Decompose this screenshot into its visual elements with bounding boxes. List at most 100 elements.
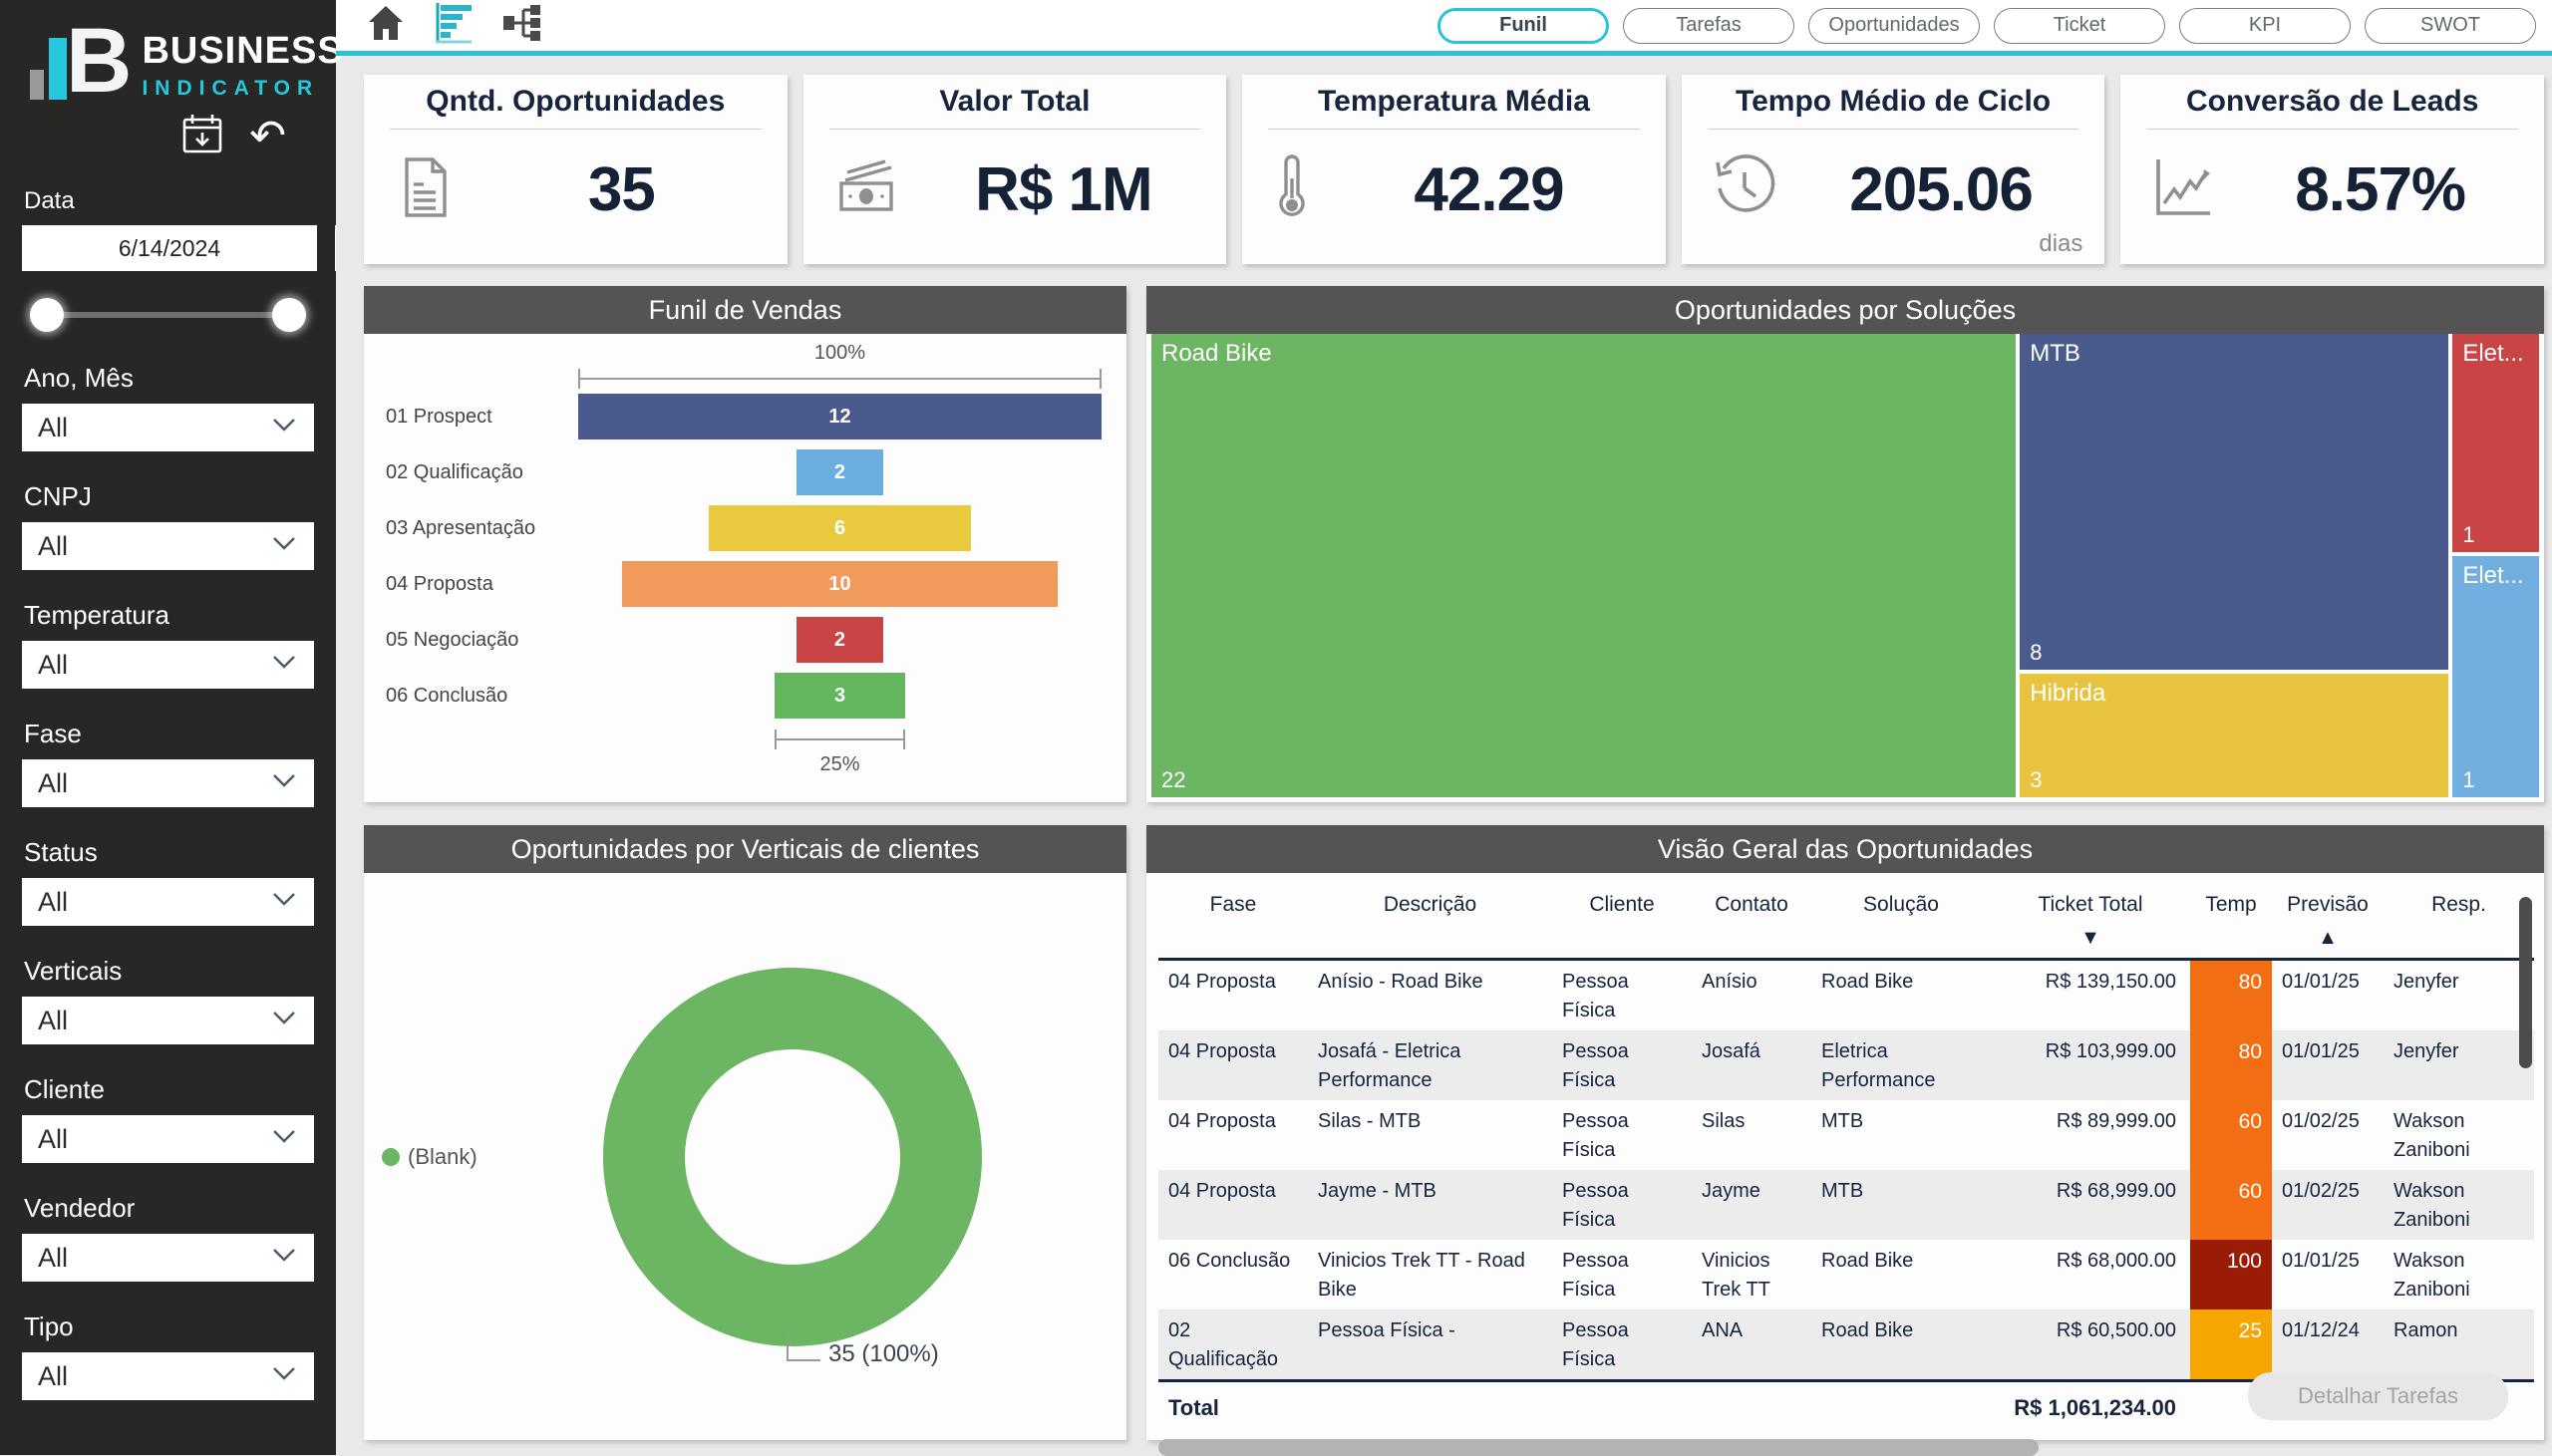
donut-ring-segment[interactable] bbox=[603, 968, 982, 1346]
callout-line bbox=[787, 1335, 820, 1361]
funnel-bar-apresentacao[interactable]: 6 bbox=[709, 505, 971, 551]
kpi-value: 42.29 bbox=[1312, 154, 1666, 225]
cell-contato: Jayme bbox=[1692, 1170, 1811, 1240]
tab-oportunidades[interactable]: Oportunidades bbox=[1808, 8, 1980, 44]
legend-dot bbox=[382, 1148, 400, 1166]
tab-swot[interactable]: SWOT bbox=[2365, 8, 2536, 44]
vertical-scrollbar[interactable] bbox=[2519, 897, 2532, 1068]
treemap-block-eletrica-2[interactable]: Elet... 1 bbox=[2452, 556, 2539, 797]
logo-bar-gray bbox=[30, 70, 44, 100]
treemap-block-eletrica-1[interactable]: Elet... 1 bbox=[2452, 334, 2539, 552]
horizontal-scrollbar[interactable] bbox=[1158, 1439, 2039, 1456]
slider-handle-end[interactable] bbox=[272, 298, 306, 332]
cell-cliente: Pessoa Física bbox=[1552, 1100, 1692, 1170]
logo-line1: BUSINESS bbox=[142, 30, 343, 73]
tab-funil[interactable]: Funil bbox=[1437, 8, 1609, 44]
calendar-export-icon[interactable] bbox=[179, 111, 225, 161]
funnel-row: 02 Qualificação 2 bbox=[374, 444, 1102, 500]
col-header-cliente[interactable]: Cliente bbox=[1552, 877, 1692, 917]
date-range-slider[interactable] bbox=[30, 297, 306, 333]
treemap-block-mtb[interactable]: MTB 8 bbox=[2020, 334, 2448, 670]
filter-select-verticais[interactable]: All bbox=[22, 997, 314, 1044]
panel-title: Visão Geral das Oportunidades bbox=[1146, 825, 2544, 873]
cell-descricao: Josafá - Eletrica Performance bbox=[1308, 1030, 1552, 1100]
cell-solucao: MTB bbox=[1811, 1170, 1991, 1240]
cell-solucao: Road Bike bbox=[1811, 1240, 1991, 1310]
legend-label: (Blank) bbox=[408, 1144, 478, 1170]
start-date-input[interactable] bbox=[22, 225, 317, 271]
tab-tarefas[interactable]: Tarefas bbox=[1623, 8, 1794, 44]
axis-label-100: 100% bbox=[578, 342, 1102, 365]
col-header-descricao[interactable]: Descrição bbox=[1308, 877, 1552, 917]
treemap-panel: Oportunidades por Soluções Road Bike 22 … bbox=[1146, 286, 2544, 802]
funnel-bar-conclusao[interactable]: 3 bbox=[775, 673, 905, 719]
funnel-bar-negociacao[interactable]: 2 bbox=[797, 617, 884, 663]
filter-select-cnpj[interactable]: All bbox=[22, 522, 314, 570]
cell-fase: 04 Proposta bbox=[1158, 1030, 1308, 1100]
treemap-value: 1 bbox=[2462, 767, 2474, 793]
kpi-unit: dias bbox=[2039, 230, 2082, 258]
cell-descricao: Jayme - MTB bbox=[1308, 1170, 1552, 1240]
filter-select-tipo[interactable]: All bbox=[22, 1352, 314, 1400]
funnel-bar-proposta[interactable]: 10 bbox=[622, 561, 1058, 607]
tab-kpi[interactable]: KPI bbox=[2179, 8, 2351, 44]
filter-select-temperatura[interactable]: All bbox=[22, 641, 314, 689]
table-row[interactable]: 04 Proposta Jayme - MTB Pessoa Física Ja… bbox=[1158, 1170, 2534, 1240]
measure-bracket-bottom bbox=[775, 729, 905, 749]
cell-ticket: R$ 60,500.00 bbox=[1991, 1310, 2190, 1381]
kpi-title: Valor Total bbox=[803, 85, 1227, 119]
col-header-contato[interactable]: Contato bbox=[1692, 877, 1811, 917]
col-header-resp[interactable]: Resp. bbox=[2384, 877, 2534, 917]
cell-resp: Wakson Zaniboni bbox=[2384, 1100, 2534, 1170]
funnel-bar-prospect[interactable]: 12 bbox=[578, 394, 1102, 439]
tab-ticket[interactable]: Ticket bbox=[1994, 8, 2165, 44]
funnel-row: 04 Proposta 10 bbox=[374, 556, 1102, 612]
col-header-solucao[interactable]: Solução bbox=[1811, 877, 1991, 917]
treemap-block-hibrida[interactable]: Hibrida 3 bbox=[2020, 674, 2448, 797]
table-row[interactable]: 06 Conclusão Vinicios Trek TT - Road Bik… bbox=[1158, 1240, 2534, 1310]
chevron-down-icon bbox=[272, 1248, 296, 1268]
hierarchy-icon[interactable] bbox=[501, 3, 545, 48]
table-row[interactable]: 04 Proposta Anísio - Road Bike Pessoa Fí… bbox=[1158, 960, 2534, 1031]
home-icon[interactable] bbox=[366, 3, 406, 48]
cell-resp: Wakson Zaniboni bbox=[2384, 1240, 2534, 1310]
cell-ticket: R$ 68,000.00 bbox=[1991, 1240, 2190, 1310]
table-row[interactable]: 04 Proposta Silas - MTB Pessoa Física Si… bbox=[1158, 1100, 2534, 1170]
filter-select-cliente[interactable]: All bbox=[22, 1115, 314, 1163]
sidebar: B BUSINESS INDICATOR ↶ Data Ano, Mês bbox=[0, 0, 336, 1455]
funnel-row: 05 Negociação 2 bbox=[374, 612, 1102, 668]
treemap-block-road-bike[interactable]: Road Bike 22 bbox=[1151, 334, 2016, 797]
detalhar-tarefas-button[interactable]: Detalhar Tarefas bbox=[2248, 1372, 2508, 1420]
cell-contato: Josafá bbox=[1692, 1030, 1811, 1100]
legend-item-blank[interactable]: (Blank) bbox=[382, 1144, 478, 1170]
bar-chart-icon[interactable] bbox=[432, 1, 476, 50]
filter-select-ano-mes[interactable]: All bbox=[22, 404, 314, 451]
filter-label-temperatura: Temperatura bbox=[24, 600, 336, 631]
total-label: Total bbox=[1158, 1381, 1991, 1429]
sort-ascending-icon[interactable]: ▲ bbox=[2272, 917, 2384, 960]
undo-reset-icon[interactable]: ↶ bbox=[249, 117, 286, 156]
filter-label-cnpj: CNPJ bbox=[24, 481, 336, 512]
table-row[interactable]: 02 Qualificação Pessoa Física - Pessoa F… bbox=[1158, 1310, 2534, 1381]
cell-previsao: 01/12/24 bbox=[2272, 1310, 2384, 1381]
col-header-temp[interactable]: Temp bbox=[2190, 877, 2272, 917]
cell-temp: 60 bbox=[2190, 1100, 2272, 1170]
col-header-fase[interactable]: Fase bbox=[1158, 877, 1308, 917]
filter-label-fase: Fase bbox=[24, 719, 336, 749]
cell-fase: 04 Proposta bbox=[1158, 1100, 1308, 1170]
table-row[interactable]: 04 Proposta Josafá - Eletrica Performanc… bbox=[1158, 1030, 2534, 1100]
filter-select-status[interactable]: All bbox=[22, 878, 314, 926]
slider-handle-start[interactable] bbox=[30, 298, 64, 332]
cell-solucao: Road Bike bbox=[1811, 1310, 1991, 1381]
kpi-value: R$ 1M bbox=[901, 154, 1227, 225]
cell-solucao: Road Bike bbox=[1811, 960, 1991, 1031]
filter-select-fase[interactable]: All bbox=[22, 759, 314, 807]
filter-value: All bbox=[38, 768, 68, 799]
history-clock-icon bbox=[1712, 154, 1777, 225]
sort-descending-icon[interactable]: ▼ bbox=[1991, 917, 2190, 960]
col-header-previsao[interactable]: Previsão bbox=[2272, 877, 2384, 917]
funnel-bottom-axis: 25% bbox=[578, 729, 1102, 776]
funnel-bar-qualificacao[interactable]: 2 bbox=[797, 449, 884, 495]
col-header-ticket-total[interactable]: Ticket Total bbox=[1991, 877, 2190, 917]
filter-select-vendedor[interactable]: All bbox=[22, 1234, 314, 1282]
